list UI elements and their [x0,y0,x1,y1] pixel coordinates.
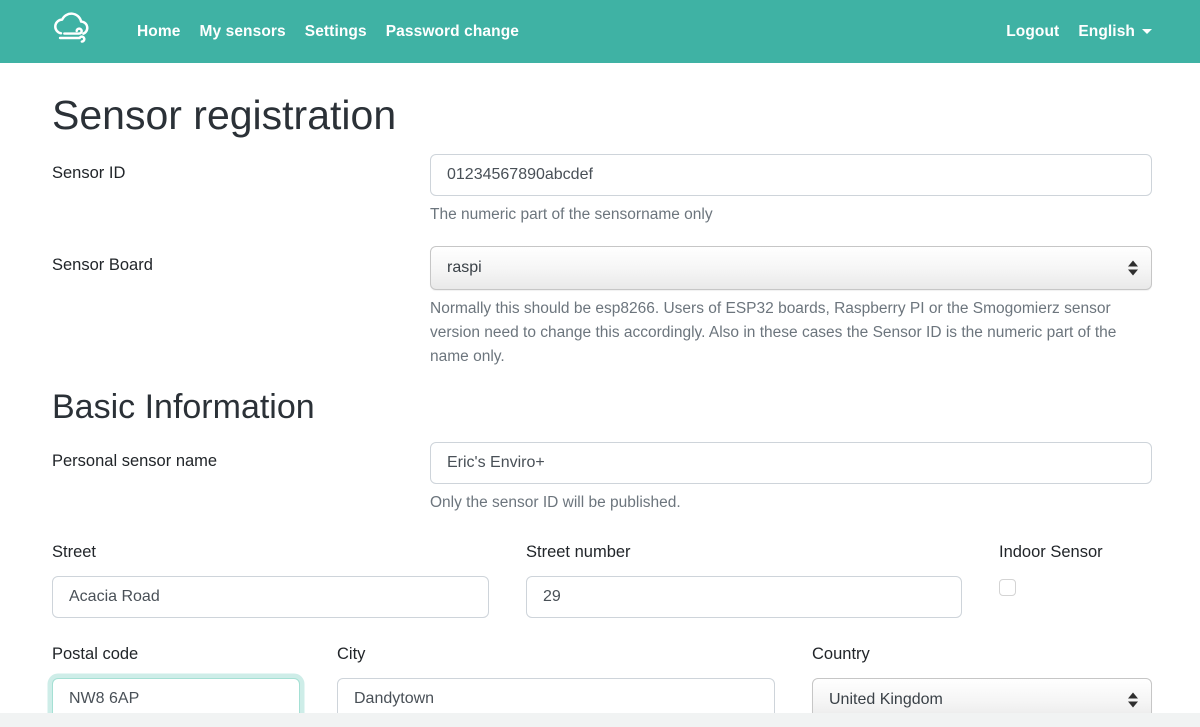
sensor-id-help: The numeric part of the sensorname only [430,206,713,223]
personal-name-input[interactable] [430,442,1152,484]
personal-name-group: Personal sensor name Only the sensor ID … [52,442,1152,515]
personal-name-label: Personal sensor name [52,452,218,470]
sensor-board-help: Normally this should be esp8266. Users o… [430,300,1117,365]
personal-name-help: Only the sensor ID will be published. [430,494,681,511]
nav-item-home[interactable]: Home [137,22,181,40]
sensor-id-label: Sensor ID [52,164,126,182]
sensor-id-group: Sensor ID The numeric part of the sensor… [52,154,1152,227]
nav-item-password-change[interactable]: Password change [385,22,520,40]
indoor-sensor-label: Indoor Sensor [999,543,1103,561]
basic-information-title: Basic Information [52,388,315,426]
street-input[interactable] [52,576,489,618]
select-up-down-icon [1128,692,1138,708]
sensor-board-label: Sensor Board [52,256,153,274]
postal-code-label: Postal code [52,645,139,663]
language-label: English [1078,22,1135,40]
cloud-wind-icon [48,9,94,54]
select-up-down-icon [1128,260,1138,276]
logout-link[interactable]: Logout [1006,22,1060,40]
country-label: Country [812,645,870,663]
sensor-board-group: Sensor Board raspi Normally this should … [52,246,1152,369]
chevron-down-icon [1142,28,1152,34]
sensor-board-selected-value: raspi [447,259,482,276]
language-dropdown[interactable]: English [1078,15,1152,49]
nav-item-my-sensors[interactable]: My sensors [199,22,286,40]
country-selected-value: United Kingdom [829,691,943,708]
indoor-sensor-checkbox[interactable] [999,579,1016,596]
sensor-registration-page: Sensor registration Sensor ID The numeri… [0,92,1200,722]
nav-item-settings[interactable]: Settings [304,22,367,40]
street-label: Street [52,543,97,561]
footer-strip [0,713,1200,727]
top-navbar: Home My sensors Settings Password change… [0,0,1200,63]
city-label: City [337,645,366,663]
street-number-label: Street number [526,543,631,561]
street-number-input[interactable] [526,576,962,618]
page-title: Sensor registration [52,92,397,138]
address-row-1: Street Street number Indoor Sensor [52,543,1152,618]
brand-logo[interactable] [48,9,94,54]
sensor-id-input[interactable] [430,154,1152,196]
sensor-board-select[interactable]: raspi [430,246,1152,290]
address-row-2: Postal code City Country United Kingdom [52,645,1152,722]
